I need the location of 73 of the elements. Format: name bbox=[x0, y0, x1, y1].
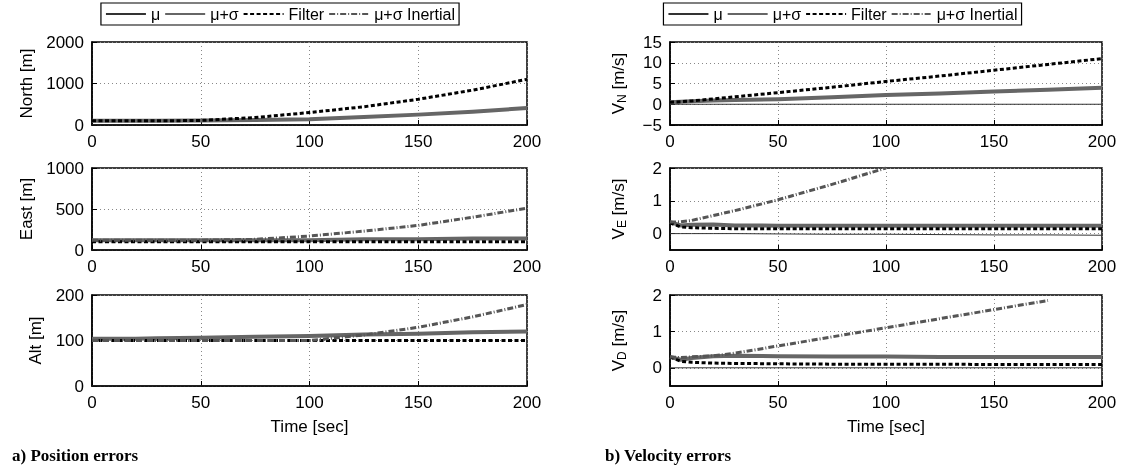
y-tick-label: 1000 bbox=[46, 158, 84, 178]
y-tick-label: 2 bbox=[652, 285, 662, 305]
y-tick-label: 10 bbox=[643, 53, 662, 73]
x-tick-label: 150 bbox=[404, 132, 433, 151]
y-tick-label: 0 bbox=[652, 94, 662, 114]
x-tick-label: 150 bbox=[979, 257, 1009, 276]
y-axis-title: VD [m/s] bbox=[608, 309, 629, 372]
y-tick-label: 1000 bbox=[46, 74, 84, 93]
legend-label: μ bbox=[150, 5, 161, 23]
y-axis-title: VN [m/s] bbox=[608, 52, 629, 115]
y-tick-label: 0 bbox=[652, 358, 662, 378]
x-tick-label: 200 bbox=[1087, 132, 1117, 151]
x-tick-label: 50 bbox=[191, 132, 211, 151]
x-tick-label: 200 bbox=[512, 257, 542, 276]
line-series bbox=[90, 303, 529, 342]
x-tick-label: 0 bbox=[665, 132, 675, 151]
y-tick-label: 5 bbox=[652, 74, 662, 93]
y-tick-label: 2 bbox=[652, 158, 662, 178]
y-tick-label: 1 bbox=[652, 321, 662, 341]
x-tick-label: 0 bbox=[87, 257, 97, 276]
text: b) Velocity errors bbox=[605, 446, 732, 465]
y-tick-label: −5 bbox=[642, 115, 662, 135]
x-tick-label: 0 bbox=[665, 257, 675, 276]
x-tick-label: 0 bbox=[665, 393, 675, 412]
legend-label: Filter bbox=[288, 5, 325, 23]
line-series bbox=[668, 298, 1050, 360]
x-tick-label: 100 bbox=[295, 257, 324, 276]
legend-label: μ+σ Inertial bbox=[936, 5, 1018, 23]
x-tick-label: 100 bbox=[295, 132, 324, 151]
y-tick-label: 0 bbox=[74, 376, 84, 396]
x-tick-label: 100 bbox=[871, 393, 901, 412]
y-tick-label: 0 bbox=[74, 240, 84, 260]
y-tick-label: 200 bbox=[55, 285, 84, 305]
y-tick-label: 2000 bbox=[46, 32, 84, 52]
x-tick-label: 100 bbox=[295, 393, 324, 412]
x-axis-title: Time [sec] bbox=[270, 417, 349, 436]
y-tick-label: 0 bbox=[652, 224, 662, 244]
x-tick-label: 0 bbox=[87, 132, 97, 151]
x-tick-label: 150 bbox=[979, 393, 1009, 412]
text: a) Position errors bbox=[12, 446, 139, 465]
x-tick-label: 200 bbox=[1087, 257, 1117, 276]
x-tick-label: 150 bbox=[404, 257, 433, 276]
y-axis-title: East [m] bbox=[17, 177, 37, 241]
legend-label: Filter bbox=[851, 5, 888, 23]
y-axis-title: VE [m/s] bbox=[608, 178, 629, 240]
x-tick-label: 150 bbox=[979, 132, 1009, 151]
x-tick-label: 0 bbox=[87, 393, 97, 412]
y-tick-label: 0 bbox=[74, 115, 84, 135]
x-tick-label: 50 bbox=[768, 132, 788, 151]
y-axis-title: North [m] bbox=[17, 48, 37, 119]
x-tick-label: 150 bbox=[404, 393, 433, 412]
x-tick-label: 50 bbox=[768, 393, 788, 412]
x-tick-label: 50 bbox=[768, 257, 788, 276]
x-tick-label: 100 bbox=[871, 257, 901, 276]
x-tick-label: 200 bbox=[1087, 393, 1117, 412]
line-series bbox=[668, 166, 888, 224]
legend-label: μ+σ Inertial bbox=[374, 5, 456, 23]
legend-label: μ+σ bbox=[210, 5, 239, 23]
x-tick-label: 200 bbox=[512, 132, 542, 151]
x-tick-label: 100 bbox=[871, 132, 901, 151]
y-axis-title: Alt [m] bbox=[26, 316, 45, 365]
legend-label: μ bbox=[713, 5, 723, 23]
y-tick-label: 500 bbox=[55, 199, 84, 219]
x-tick-label: 50 bbox=[191, 257, 211, 276]
line-series bbox=[668, 85, 1104, 105]
x-axis-title: Time [sec] bbox=[847, 417, 925, 436]
legend-label: μ+σ bbox=[772, 5, 802, 23]
line-series bbox=[90, 329, 529, 341]
y-tick-label: 15 bbox=[643, 32, 662, 52]
y-tick-label: 1 bbox=[652, 191, 662, 211]
y-tick-label: 100 bbox=[55, 331, 84, 350]
x-tick-label: 50 bbox=[191, 393, 211, 412]
x-tick-label: 200 bbox=[512, 393, 542, 412]
